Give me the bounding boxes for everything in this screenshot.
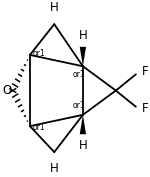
Polygon shape (80, 47, 86, 66)
Text: or1: or1 (33, 49, 45, 58)
Text: F: F (142, 65, 148, 78)
Text: H: H (50, 1, 59, 15)
Text: or1: or1 (73, 70, 85, 79)
Text: H: H (78, 29, 87, 42)
Text: or1: or1 (33, 123, 45, 132)
Text: H: H (50, 162, 59, 175)
Text: O: O (2, 84, 11, 97)
Text: or1: or1 (73, 101, 85, 110)
Text: H: H (78, 139, 87, 152)
Text: F: F (142, 102, 148, 115)
Polygon shape (80, 115, 86, 134)
